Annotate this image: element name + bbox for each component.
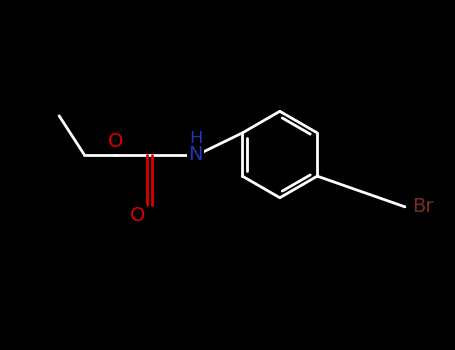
Text: Br: Br (412, 197, 434, 216)
Text: H: H (189, 130, 202, 148)
Text: O: O (130, 206, 146, 225)
Text: O: O (108, 132, 124, 151)
Text: N: N (188, 145, 203, 164)
